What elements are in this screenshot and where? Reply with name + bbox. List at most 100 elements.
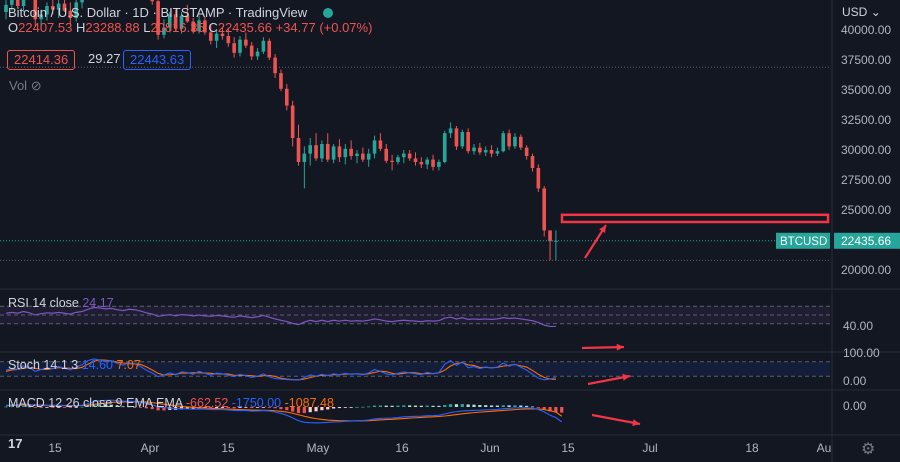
macd-histogram-bar — [109, 404, 113, 407]
symbol-tag — [776, 232, 830, 249]
candle — [513, 136, 517, 147]
volume-legend[interactable]: Vol ⊘ — [9, 78, 42, 94]
candle — [255, 51, 260, 57]
candle — [325, 144, 330, 160]
macd-histogram-bar — [419, 405, 423, 407]
tradingview-logo-icon[interactable]: 17 — [8, 436, 23, 451]
rsi-legend[interactable]: RSI 14 close 24.17 — [8, 296, 114, 310]
candle — [407, 153, 412, 159]
interval[interactable]: 1D — [132, 5, 149, 20]
macd-histogram-bar — [449, 404, 453, 407]
macd-histogram-bar — [238, 407, 242, 408]
price-tag-value: 22435.66 — [841, 234, 891, 248]
candle — [366, 153, 371, 160]
time-tick-label: 15 — [561, 441, 575, 455]
time-axis: 15 Apr 15 May 16 Jun 15 Jul 18 Au — [48, 441, 831, 455]
price-tick-label: 27500.00 — [841, 173, 891, 187]
candle — [402, 153, 406, 158]
gear-icon[interactable]: ⚙ — [861, 441, 876, 458]
close-label: C — [208, 20, 218, 35]
candle — [501, 133, 506, 152]
symbol-name[interactable]: Bitcoin / U.S. Dollar — [8, 5, 121, 20]
macd-histogram-bar — [443, 404, 447, 407]
price-tick-label: 32500.00 — [841, 113, 891, 127]
macd-histogram-bar — [343, 407, 347, 408]
candle — [203, 20, 207, 33]
macd-histogram-bar — [261, 407, 265, 408]
macd-histogram-bar — [103, 404, 108, 407]
ohlc-legend[interactable]: Bitcoin / U.S. Dollar · 1D · BITSTAMP · … — [8, 5, 373, 35]
low-label: L — [143, 20, 151, 35]
rsi-pane — [0, 305, 830, 328]
candle — [548, 230, 552, 242]
macd-histogram-bar — [226, 407, 230, 408]
macd-histogram-bar — [513, 405, 517, 407]
macd-histogram-bar — [98, 403, 102, 407]
candle — [343, 148, 348, 158]
stoch-d-value: 7.07 — [116, 358, 141, 372]
rsi-value: 24.17 — [82, 296, 114, 310]
macd-legend[interactable]: MACD 12 26 close 9 EMA EMA -662.52 -1750… — [8, 396, 334, 410]
time-tick-label: 18 — [745, 441, 759, 455]
candle — [168, 14, 172, 28]
time-tick-label: Apr — [141, 441, 160, 455]
macd-histogram-bar — [425, 405, 429, 407]
macd-histogram-bar — [209, 407, 213, 409]
macd-histogram-bar — [554, 407, 558, 413]
macd-value: -1750.00 — [231, 396, 282, 410]
stoch-legend[interactable]: Stoch 14 1 3 14.60 7.07 — [8, 358, 141, 372]
macd-histogram-bar — [308, 407, 312, 413]
macd-histogram-bar — [478, 405, 482, 407]
candle — [10, 0, 14, 5]
candle — [74, 2, 78, 19]
macd-histogram-bar — [244, 407, 248, 408]
candle — [419, 162, 424, 165]
time-tick-label: 15 — [221, 441, 235, 455]
eye-off-icon[interactable]: ⊘ — [30, 78, 42, 93]
buy-button[interactable]: 22443.63 — [123, 50, 192, 70]
candle — [431, 159, 435, 167]
macd-histogram-bar — [80, 406, 84, 408]
open-label: O — [8, 20, 19, 35]
sell-button[interactable]: 22414.36 — [7, 50, 76, 70]
exchange: BITSTAMP — [160, 5, 225, 20]
open-value: 22407.53 — [18, 20, 73, 35]
candle — [249, 45, 254, 57]
macd-histogram-bar — [349, 407, 353, 408]
macd-histogram-bar — [57, 407, 61, 408]
macd-histogram-bar — [466, 404, 470, 407]
macd-histogram-bar — [296, 407, 301, 414]
stoch-axis-label: 0.00 — [843, 374, 867, 388]
candle — [285, 88, 289, 106]
candle — [466, 132, 470, 152]
candle — [156, 1, 160, 35]
macd-histogram-bar — [68, 407, 72, 408]
macd-histogram-bar — [220, 407, 225, 408]
macd-histogram-bar — [291, 407, 295, 412]
macd-histogram-bar — [454, 404, 459, 407]
candle — [4, 4, 8, 12]
candle — [536, 168, 541, 189]
macd-histogram-bar — [489, 405, 494, 407]
macd-histogram-bar — [115, 405, 119, 407]
candle — [261, 40, 266, 52]
candle — [39, 14, 43, 20]
macd-histogram-bar — [437, 405, 441, 407]
macd-histogram-bar — [326, 407, 330, 410]
time-tick-label: Jun — [480, 441, 499, 455]
candle — [15, 0, 20, 6]
axis-background — [832, 0, 900, 462]
candle — [396, 157, 400, 162]
market-status-dot[interactable] — [322, 8, 333, 18]
time-tick-label: 16 — [395, 441, 409, 455]
close-value: 22435.66 — [217, 20, 272, 35]
candle — [390, 160, 394, 162]
macd-histogram-bar — [133, 406, 137, 408]
price-tick-label: 20000.00 — [841, 263, 891, 277]
candle — [179, 15, 184, 29]
macd-histogram-bar — [431, 405, 435, 407]
currency-selector[interactable]: USD ⌄ — [842, 5, 881, 19]
macd-hist-value: -662.52 — [185, 396, 229, 410]
candle — [68, 10, 73, 18]
